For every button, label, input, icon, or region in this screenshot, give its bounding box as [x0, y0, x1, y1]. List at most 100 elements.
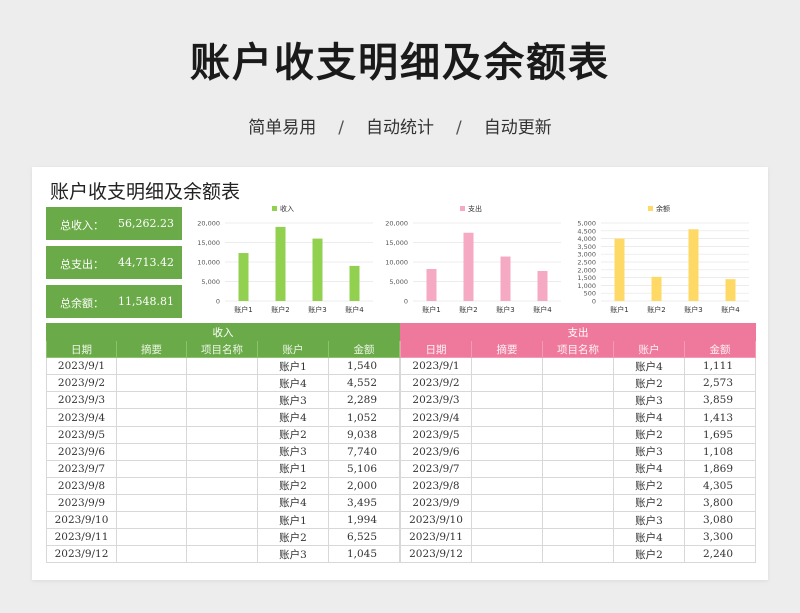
item-cell[interactable] [542, 425, 614, 444]
account-cell[interactable]: 账户3 [613, 511, 685, 530]
summary-cell[interactable] [471, 357, 543, 376]
date-cell[interactable]: 2023/9/12 [400, 545, 472, 564]
amount-cell[interactable]: 7,740 [328, 442, 400, 461]
date-cell[interactable]: 2023/9/3 [46, 391, 117, 410]
date-cell[interactable]: 2023/9/8 [46, 476, 117, 495]
account-cell[interactable]: 账户1 [257, 459, 329, 478]
summary-cell[interactable] [471, 493, 543, 513]
summary-cell[interactable] [116, 408, 187, 427]
date-cell[interactable]: 2023/9/4 [400, 408, 472, 427]
date-cell[interactable]: 2023/9/12 [46, 545, 117, 564]
amount-cell[interactable]: 4,305 [684, 476, 756, 495]
account-cell[interactable]: 账户2 [613, 545, 685, 564]
amount-cell[interactable]: 1,869 [684, 459, 756, 478]
item-cell[interactable] [186, 357, 258, 376]
date-cell[interactable]: 2023/9/11 [400, 528, 472, 547]
summary-cell[interactable] [116, 476, 187, 495]
account-cell[interactable]: 账户3 [257, 545, 329, 564]
account-cell[interactable]: 账户1 [257, 357, 329, 376]
account-cell[interactable]: 账户2 [613, 476, 685, 495]
account-cell[interactable]: 账户2 [257, 476, 329, 495]
summary-cell[interactable] [471, 425, 543, 444]
account-cell[interactable]: 账户2 [613, 374, 685, 393]
amount-cell[interactable]: 1,540 [328, 357, 400, 376]
date-cell[interactable]: 2023/9/10 [46, 511, 117, 530]
summary-cell[interactable] [471, 545, 543, 564]
account-cell[interactable]: 账户1 [257, 511, 329, 530]
amount-cell[interactable]: 1,052 [328, 408, 400, 427]
summary-cell[interactable] [471, 511, 543, 530]
summary-cell[interactable] [116, 442, 187, 461]
account-cell[interactable]: 账户3 [257, 442, 329, 461]
amount-cell[interactable]: 3,300 [684, 528, 756, 547]
summary-cell[interactable] [116, 357, 187, 376]
amount-cell[interactable]: 1,413 [684, 408, 756, 427]
summary-cell[interactable] [471, 459, 543, 478]
summary-cell[interactable] [471, 374, 543, 393]
date-cell[interactable]: 2023/9/5 [400, 425, 472, 444]
item-cell[interactable] [542, 528, 614, 547]
amount-cell[interactable]: 1,111 [684, 357, 756, 376]
item-cell[interactable] [542, 442, 614, 461]
date-cell[interactable]: 2023/9/5 [46, 425, 117, 444]
amount-cell[interactable]: 3,495 [328, 493, 400, 513]
amount-cell[interactable]: 3,859 [684, 391, 756, 410]
amount-cell[interactable]: 4,552 [328, 374, 400, 393]
amount-cell[interactable]: 1,108 [684, 442, 756, 461]
summary-cell[interactable] [116, 528, 187, 547]
date-cell[interactable]: 2023/9/2 [400, 374, 472, 393]
account-cell[interactable]: 账户3 [613, 442, 685, 461]
item-cell[interactable] [542, 374, 614, 393]
date-cell[interactable]: 2023/9/1 [46, 357, 117, 376]
item-cell[interactable] [186, 545, 258, 564]
account-cell[interactable]: 账户3 [613, 391, 685, 410]
summary-cell[interactable] [116, 425, 187, 444]
account-cell[interactable]: 账户4 [257, 408, 329, 427]
date-cell[interactable]: 2023/9/8 [400, 476, 472, 495]
item-cell[interactable] [542, 511, 614, 530]
item-cell[interactable] [542, 391, 614, 410]
item-cell[interactable] [186, 442, 258, 461]
summary-cell[interactable] [471, 476, 543, 495]
item-cell[interactable] [186, 425, 258, 444]
summary-cell[interactable] [471, 391, 543, 410]
account-cell[interactable]: 账户2 [613, 425, 685, 444]
amount-cell[interactable]: 6,525 [328, 528, 400, 547]
item-cell[interactable] [542, 476, 614, 495]
summary-cell[interactable] [116, 545, 187, 564]
summary-cell[interactable] [116, 493, 187, 513]
date-cell[interactable]: 2023/9/6 [400, 442, 472, 461]
amount-cell[interactable]: 5,106 [328, 459, 400, 478]
summary-cell[interactable] [471, 442, 543, 461]
item-cell[interactable] [542, 459, 614, 478]
item-cell[interactable] [186, 511, 258, 530]
date-cell[interactable]: 2023/9/11 [46, 528, 117, 547]
account-cell[interactable]: 账户2 [257, 425, 329, 444]
amount-cell[interactable]: 3,080 [684, 511, 756, 530]
amount-cell[interactable]: 1,994 [328, 511, 400, 530]
item-cell[interactable] [186, 493, 258, 513]
date-cell[interactable]: 2023/9/9 [46, 493, 117, 513]
account-cell[interactable]: 账户4 [257, 374, 329, 393]
date-cell[interactable]: 2023/9/3 [400, 391, 472, 410]
summary-cell[interactable] [471, 408, 543, 427]
summary-cell[interactable] [116, 374, 187, 393]
amount-cell[interactable]: 3,800 [684, 493, 756, 513]
date-cell[interactable]: 2023/9/10 [400, 511, 472, 530]
amount-cell[interactable]: 2,573 [684, 374, 756, 393]
summary-cell[interactable] [116, 511, 187, 530]
amount-cell[interactable]: 1,695 [684, 425, 756, 444]
amount-cell[interactable]: 9,038 [328, 425, 400, 444]
account-cell[interactable]: 账户4 [613, 408, 685, 427]
date-cell[interactable]: 2023/9/1 [400, 357, 472, 376]
summary-cell[interactable] [471, 528, 543, 547]
summary-cell[interactable] [116, 391, 187, 410]
account-cell[interactable]: 账户4 [613, 459, 685, 478]
amount-cell[interactable]: 1,045 [328, 545, 400, 564]
account-cell[interactable]: 账户4 [613, 528, 685, 547]
date-cell[interactable]: 2023/9/7 [400, 459, 472, 478]
item-cell[interactable] [186, 459, 258, 478]
account-cell[interactable]: 账户2 [613, 493, 685, 513]
amount-cell[interactable]: 2,289 [328, 391, 400, 410]
date-cell[interactable]: 2023/9/9 [400, 493, 472, 513]
